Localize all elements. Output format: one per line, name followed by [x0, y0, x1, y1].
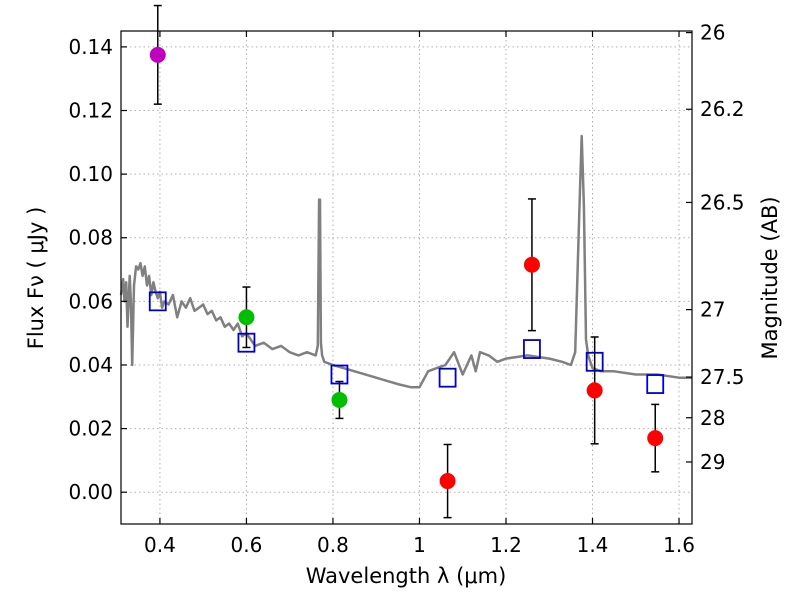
y-tick-label: 0.14	[68, 35, 113, 59]
error-bars	[153, 4, 660, 519]
x-tick-label: 1.6	[663, 533, 695, 557]
model-photometry-square	[523, 339, 541, 359]
observed-flux-point	[439, 473, 456, 490]
x-axis-label: Wavelength λ (μm)	[306, 564, 507, 588]
observed-flux-point	[331, 391, 348, 408]
y-axis-ticks: 0.00 0.02 0.04 0.06 0.08 0.10 0.12 0.14	[68, 35, 127, 504]
right-tick-label: 26	[700, 21, 725, 45]
x-tick-label: 1	[413, 533, 426, 557]
right-axis-ticks: 26 26.2 26.5 27 27.5 28 29	[686, 21, 745, 474]
y-axis-label: Flux Fν ( μJy )	[24, 207, 48, 350]
right-axis-label: Magnitude (AB)	[758, 196, 782, 359]
x-axis-ticks: 0.4 0.6 0.8 1 1.2 1.4 1.6	[144, 31, 695, 557]
plot-frame	[120, 30, 693, 525]
x-tick-label: 0.8	[317, 533, 349, 557]
sed-line	[119, 134, 692, 389]
x-tick-label: 0.6	[231, 533, 263, 557]
right-tick-label: 27.5	[700, 365, 745, 389]
grid-lines	[121, 31, 692, 524]
x-tick-label: 0.4	[144, 533, 176, 557]
observed-flux-point	[238, 309, 255, 326]
y-tick-label: 0.02	[68, 417, 113, 441]
model-photometry-square	[585, 351, 604, 372]
observed-flux-point	[647, 430, 664, 447]
model-photometry-square	[148, 291, 167, 312]
model-photometry-square	[438, 367, 457, 388]
y-tick-label: 0.08	[68, 226, 113, 250]
right-tick-label: 26.2	[700, 97, 745, 121]
x-tick-label: 1.4	[577, 533, 609, 557]
observed-flux-point	[149, 46, 166, 63]
right-tick-label: 27	[700, 298, 725, 322]
right-tick-label: 26.5	[700, 190, 745, 214]
observed-flux-point	[586, 382, 603, 399]
model-photometry-square	[646, 374, 665, 394]
model-photometry-square	[330, 364, 349, 385]
data-markers	[148, 46, 665, 490]
y-tick-label: 0.12	[68, 99, 113, 123]
y-tick-label: 0.06	[68, 289, 113, 313]
y-tick-label: 0.00	[68, 480, 113, 504]
model-spectrum	[119, 134, 692, 389]
right-tick-label: 28	[700, 406, 725, 430]
right-tick-label: 29	[700, 450, 725, 474]
y-tick-label: 0.04	[68, 353, 113, 377]
model-photometry-square	[237, 332, 256, 353]
observed-flux-point	[523, 256, 540, 273]
x-tick-label: 1.2	[490, 533, 522, 557]
y-tick-label: 0.10	[68, 162, 113, 186]
